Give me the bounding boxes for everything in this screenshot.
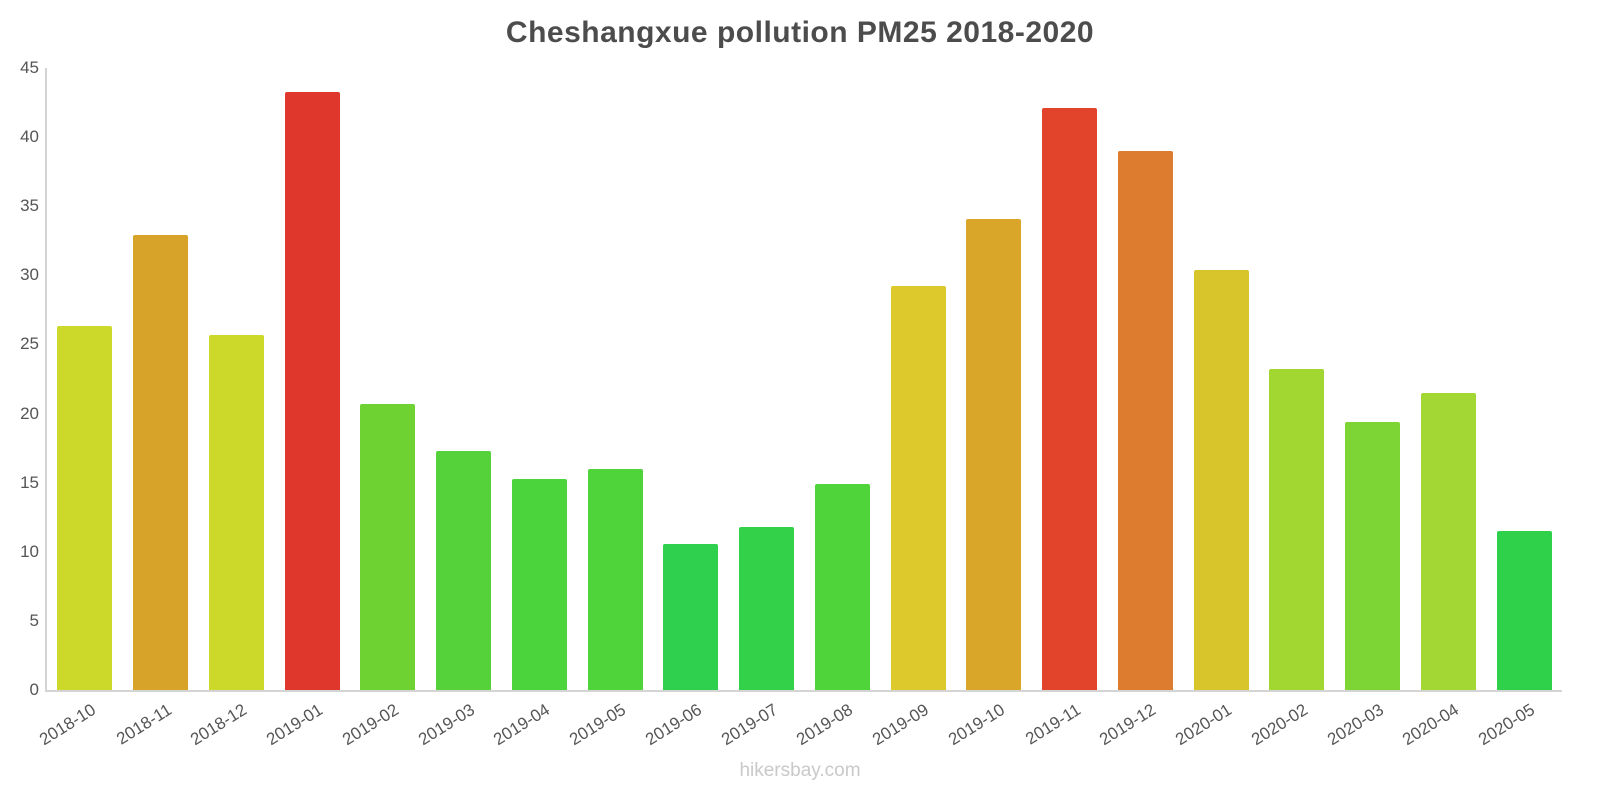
- x-axis-tick-label: 2018-12: [187, 700, 251, 750]
- bar-2019-10: [966, 218, 1022, 690]
- bar-2020-01: [1193, 269, 1249, 690]
- x-axis-tick-label: 2019-08: [793, 700, 857, 750]
- x-axis-tick-label: 2019-12: [1096, 700, 1160, 750]
- bar-2019-07: [739, 526, 795, 690]
- y-axis-tick-label: 20: [20, 403, 39, 423]
- bar-2020-03: [1345, 421, 1401, 690]
- x-axis-tick-label: 2020-05: [1475, 700, 1539, 750]
- x-axis-tick-label: 2019-04: [490, 700, 554, 750]
- bar-2019-11: [1042, 108, 1098, 690]
- x-axis-tick-label: 2019-11: [1021, 700, 1084, 749]
- y-axis-tick-label: 40: [20, 127, 39, 147]
- y-axis-tick-label: 30: [20, 265, 39, 285]
- y-axis-tick-label: 0: [29, 680, 39, 699]
- x-axis-tick-label: 2019-03: [414, 700, 478, 750]
- y-axis-tick-label: 5: [29, 610, 39, 630]
- x-axis-tick-label: 2019-01: [263, 700, 327, 750]
- x-axis-tick-label: 2019-02: [338, 700, 402, 750]
- bar-2019-06: [663, 543, 719, 690]
- x-axis-tick-label: 2019-09: [869, 700, 933, 750]
- bar-2019-01: [284, 91, 340, 690]
- bar-2019-03: [436, 450, 492, 690]
- y-axis-tick-label: 10: [20, 541, 39, 561]
- bar-2019-08: [814, 484, 870, 690]
- x-axis-tick-label: 2018-10: [35, 700, 99, 750]
- y-axis-tick-label: 45: [20, 58, 39, 77]
- bar-2020-04: [1420, 392, 1476, 690]
- x-axis-tick-label: 2019-07: [717, 700, 781, 750]
- x-axis-tick-label: 2020-02: [1247, 700, 1311, 750]
- bar-2018-10: [57, 326, 113, 690]
- bar-2019-09: [890, 286, 946, 690]
- y-axis-tick-label: 35: [20, 196, 39, 216]
- bar-2018-12: [208, 334, 264, 690]
- bar-2019-05: [587, 468, 643, 690]
- bar-2020-05: [1496, 531, 1552, 690]
- x-axis-tick-label: 2018-11: [112, 700, 175, 749]
- bar-2018-11: [133, 235, 189, 690]
- x-axis-tick-label: 2019-10: [944, 700, 1008, 750]
- y-axis-tick-label: 15: [20, 472, 39, 492]
- x-axis-tick-label: 2019-05: [566, 700, 630, 750]
- bar-2019-02: [360, 403, 416, 690]
- bar-2019-04: [511, 478, 567, 690]
- x-axis-tick-label: 2020-01: [1172, 700, 1236, 750]
- plot-area: 0 5 10 15 20 25 30 35 40 45 2018-10 2018-11 2018-12 2…: [20, 58, 1562, 749]
- x-axis-tick-label: 2020-03: [1323, 700, 1387, 750]
- bar-2020-02: [1269, 369, 1325, 690]
- y-axis-tick-label: 25: [20, 334, 39, 354]
- bar-2019-12: [1117, 150, 1173, 690]
- x-axis-tick-label: 2019-06: [641, 700, 705, 750]
- x-axis-tick-label: 2020-04: [1399, 700, 1463, 750]
- watermark-text: hikersbay.com: [739, 760, 861, 781]
- chart-title: Cheshangxue pollution PM25 2018-2020: [505, 16, 1095, 49]
